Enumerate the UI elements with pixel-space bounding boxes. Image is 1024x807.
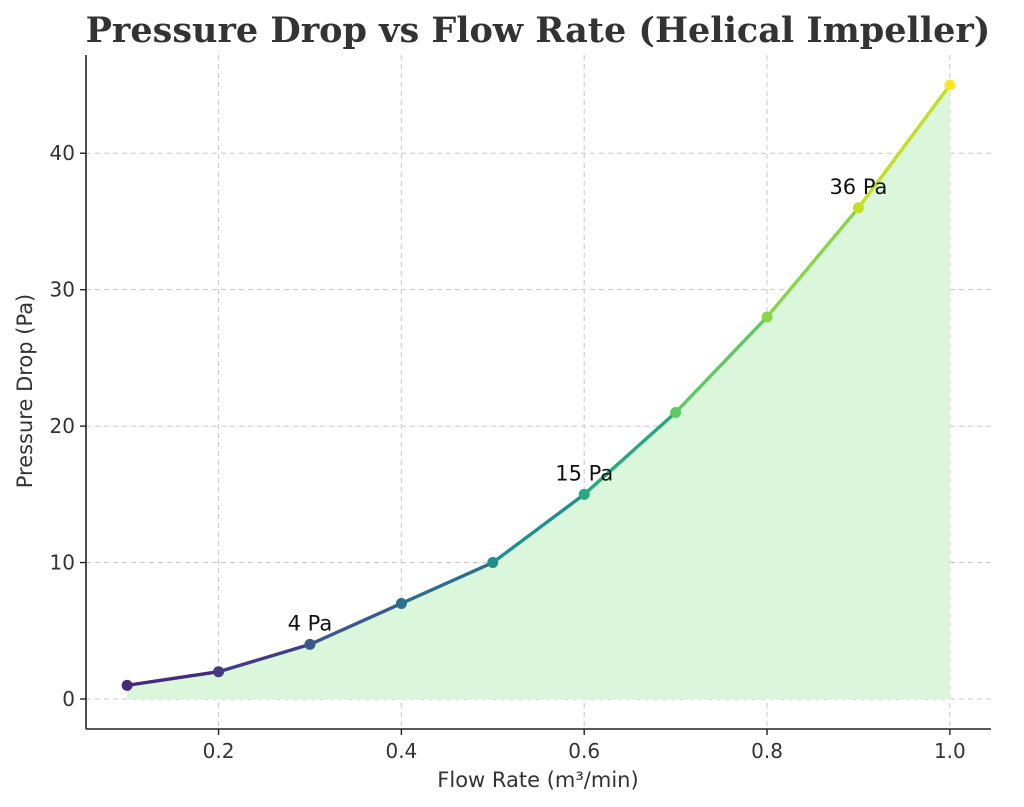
data-annotation: 36 Pa: [829, 175, 887, 199]
y-tick-label: 10: [50, 551, 75, 575]
x-tick-label: 0.4: [385, 739, 417, 763]
line-segment: [125, 669, 221, 688]
x-tick-label: 0.6: [568, 739, 600, 763]
data-point: [395, 597, 407, 609]
series-line: [125, 83, 952, 688]
line-segment: [399, 560, 495, 606]
area-fill: [127, 85, 950, 699]
y-tick-label: 20: [50, 414, 75, 438]
line-segment: [216, 642, 312, 674]
x-ticks: 0.2 0.4 0.6 0.8 1.0: [203, 729, 966, 763]
data-point: [578, 488, 590, 500]
data-points: [121, 79, 956, 691]
line-segment: [856, 83, 952, 210]
y-tick-label: 30: [50, 278, 75, 302]
x-axis-label: Flow Rate (m³/min): [437, 768, 638, 792]
y-tick-label: 40: [50, 141, 75, 165]
data-point: [852, 202, 864, 214]
line-segment: [308, 601, 404, 647]
x-tick-label: 0.2: [203, 739, 235, 763]
y-axis-label: Pressure Drop (Pa): [13, 294, 37, 489]
line-segment: [673, 315, 769, 415]
data-point: [487, 557, 499, 569]
annotations: 4 Pa 15 Pa 36 Pa: [288, 175, 888, 636]
data-point: [121, 679, 133, 691]
line-segment: [765, 206, 861, 319]
data-point: [670, 406, 682, 418]
axes: [85, 55, 991, 730]
data-annotation: 4 Pa: [288, 611, 333, 635]
x-tick-label: 1.0: [934, 739, 966, 763]
x-tick-label: 0.8: [751, 739, 783, 763]
data-point: [304, 638, 316, 650]
data-annotation: 15 Pa: [555, 461, 613, 485]
line-segment: [582, 410, 678, 497]
y-ticks: 0 10 20 30 40: [50, 141, 86, 711]
data-point: [213, 666, 225, 678]
data-point: [761, 311, 773, 323]
chart-title: Pressure Drop vs Flow Rate (Helical Impe…: [86, 10, 991, 51]
line-segment: [491, 492, 586, 565]
data-point: [944, 79, 956, 91]
y-tick-label: 0: [62, 687, 75, 711]
